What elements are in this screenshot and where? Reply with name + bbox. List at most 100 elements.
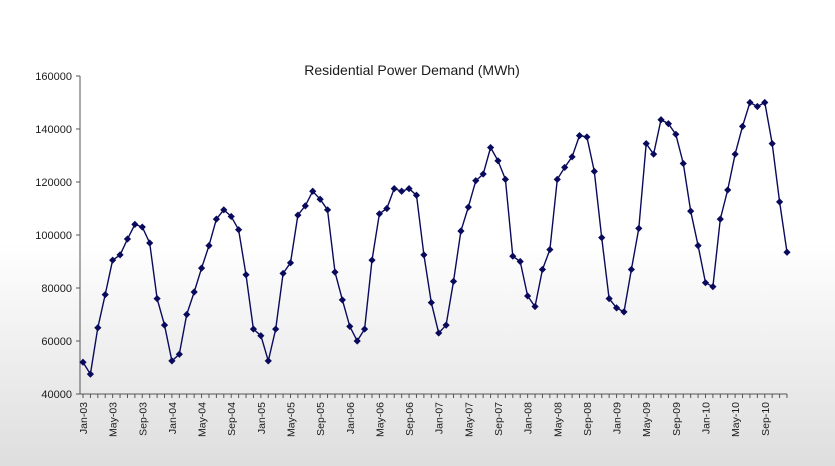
data-point [650, 150, 658, 158]
data-point [709, 283, 717, 291]
y-tick-label: 120000 [35, 177, 72, 189]
data-point [442, 321, 450, 329]
data-point [190, 288, 198, 296]
data-point [361, 325, 369, 333]
x-tick-label: Jan-05 [256, 402, 268, 434]
x-tick-label: May-03 [108, 402, 120, 437]
chart-title: Residential Power Demand (MWh) [304, 62, 520, 78]
data-point [635, 224, 643, 232]
x-tick-label: Sep-05 [315, 402, 327, 436]
data-point [131, 220, 139, 228]
x-tick-label: May-09 [641, 402, 653, 437]
x-tick-label: May-07 [463, 402, 475, 437]
data-point [138, 223, 146, 231]
data-point [672, 130, 680, 138]
data-point [220, 206, 228, 214]
x-tick-label: May-06 [374, 402, 386, 437]
data-point [346, 322, 354, 331]
data-point [486, 143, 495, 152]
data-point [679, 159, 687, 168]
data-point [412, 191, 421, 199]
data-point [79, 358, 87, 366]
data-point [642, 139, 650, 148]
data-point [383, 204, 391, 213]
data-point [235, 226, 243, 234]
x-tick-label: Jan-03 [78, 402, 90, 434]
data-point [375, 210, 384, 218]
series-demand [79, 98, 791, 378]
x-tick-label: Sep-09 [671, 402, 683, 436]
data-point [612, 304, 621, 312]
data-point [294, 211, 302, 219]
data-point [620, 308, 628, 316]
y-axis: 40000 60000 80000 100000 120000 140000 160000 [35, 71, 81, 401]
data-point [101, 291, 109, 299]
data-point [524, 292, 532, 300]
data-point [249, 325, 258, 333]
data-point [583, 133, 591, 141]
data-point [279, 269, 287, 278]
y-tick-label: 140000 [35, 124, 72, 136]
data-point [183, 310, 191, 319]
data-point [768, 139, 776, 148]
data-point [753, 102, 761, 111]
data-point [205, 242, 213, 250]
data-point [309, 187, 317, 195]
data-point [775, 198, 784, 206]
data-point [398, 187, 406, 195]
data-point [338, 296, 346, 304]
data-point [568, 153, 576, 161]
x-tick-label: Sep-06 [404, 402, 416, 436]
data-point [509, 252, 517, 260]
data-point [494, 157, 502, 165]
data-point [724, 186, 732, 194]
y-tick-label: 100000 [35, 230, 72, 242]
data-point [464, 203, 472, 211]
data-point [123, 235, 132, 243]
data-point [175, 350, 183, 358]
x-tick-label: Sep-10 [760, 402, 772, 436]
data-point [731, 150, 739, 158]
y-tick-label: 160000 [35, 71, 72, 83]
data-point [657, 116, 665, 124]
data-point [546, 245, 554, 254]
data-point [146, 239, 154, 247]
x-tick-label: Sep-08 [582, 402, 594, 436]
data-point [479, 170, 487, 178]
data-point [368, 256, 376, 264]
y-tick-label: 40000 [41, 389, 72, 401]
y-tick-label: 60000 [41, 336, 72, 348]
data-point [86, 370, 95, 378]
x-tick-label: May-08 [552, 402, 564, 437]
data-point [575, 132, 584, 140]
data-point [109, 256, 117, 264]
data-point [427, 298, 435, 307]
data-point [553, 175, 561, 183]
data-point [694, 242, 702, 250]
data-point [761, 98, 769, 107]
x-tick-label: Jan-09 [612, 402, 624, 434]
data-point [738, 122, 747, 130]
data-point [316, 195, 324, 203]
x-tick-label: Jan-08 [523, 402, 535, 434]
x-tick-label: Jan-06 [345, 402, 357, 434]
data-point [264, 357, 272, 365]
y-tick-label: 80000 [41, 283, 72, 295]
x-tick-label: Jan-04 [167, 402, 179, 434]
data-point [301, 202, 309, 210]
series-line [82, 101, 788, 377]
data-point [420, 251, 428, 259]
data-point [286, 259, 295, 267]
data-point [590, 167, 598, 175]
x-axis: Jan-03 May-03 Sep-03 Jan-04 May-04 Sep-04 Jan-… [78, 393, 788, 437]
data-point [331, 268, 339, 276]
x-tick-label: May-10 [730, 402, 742, 437]
data-point [457, 227, 465, 235]
data-point [716, 215, 724, 223]
data-point [168, 357, 176, 365]
data-point [323, 206, 332, 214]
x-tick-label: Sep-07 [493, 402, 505, 436]
data-point [746, 98, 754, 107]
